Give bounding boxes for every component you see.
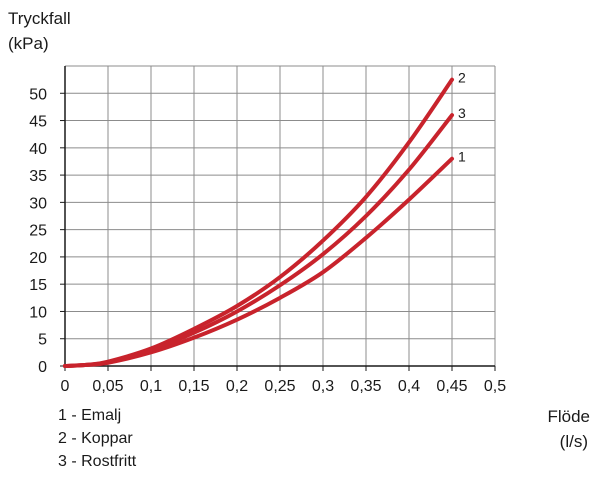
series-line-3: [63, 113, 454, 368]
y-tick-label-5: 25: [29, 223, 47, 240]
chart-series: [63, 77, 454, 368]
legend-item-koppar: 2 - Koppar: [58, 430, 133, 447]
x-tick-label-8: 0,4: [398, 378, 420, 395]
x-axis-title-line1: Flöde: [547, 407, 590, 426]
x-tick-label-2: 0,1: [140, 378, 162, 395]
y-tick-label-8: 40: [29, 141, 47, 158]
x-tick-label-0: 0: [61, 378, 70, 395]
x-axis-title-line2: (l/s): [559, 432, 588, 451]
y-tick-label-7: 35: [29, 168, 47, 185]
series-end-label-2: 2: [458, 70, 466, 86]
y-tick-label-3: 15: [29, 277, 47, 294]
legend-item-rostfritt: 3 - Rostfritt: [58, 453, 137, 470]
y-axis-title-line1: Tryckfall: [8, 9, 71, 28]
x-axis-ticks: 0 0,05 0,1 0,15 0,2 0,25 0,3 0,35 0,4 0,45 0,5: [61, 366, 506, 395]
y-tick-label-9: 45: [29, 114, 47, 131]
x-tick-label-4: 0,2: [226, 378, 248, 395]
y-axis-ticks: 0 5 10 15 20 25 30 35 40 45 50: [29, 86, 65, 376]
series-line-2: [63, 77, 454, 368]
y-tick-label-0: 0: [38, 359, 47, 376]
y-axis-title-line2: (kPa): [8, 34, 49, 53]
x-tick-label-5: 0,25: [264, 378, 295, 395]
series-end-label-1: 1: [458, 149, 466, 165]
x-tick-label-3: 0,15: [178, 378, 209, 395]
y-tick-label-2: 10: [29, 304, 47, 321]
x-tick-label-7: 0,35: [350, 378, 381, 395]
legend-item-emalj: 1 - Emalj: [58, 407, 122, 424]
x-tick-label-1: 0,05: [92, 378, 123, 395]
y-tick-label-4: 20: [29, 250, 47, 267]
pressure-drop-chart: 0 5 10 15 20 25 30 35 40 45 50 0 0,05 0,1 0,15 0,2 0,25…: [29, 65, 506, 395]
series-end-labels: 1 2 3: [458, 70, 466, 165]
x-tick-label-6: 0,3: [312, 378, 334, 395]
x-tick-label-9: 0,45: [436, 378, 467, 395]
y-tick-label-1: 5: [38, 332, 47, 349]
x-tick-label-10: 0,5: [484, 378, 506, 395]
chart-legend: 1 - Emalj 2 - Koppar 3 - Rostfritt: [58, 404, 136, 473]
series-line-1: [63, 156, 454, 368]
y-tick-label-10: 50: [29, 86, 47, 103]
series-end-label-3: 3: [458, 105, 466, 121]
y-tick-label-6: 30: [29, 195, 47, 212]
chart-grid: [65, 65, 496, 366]
